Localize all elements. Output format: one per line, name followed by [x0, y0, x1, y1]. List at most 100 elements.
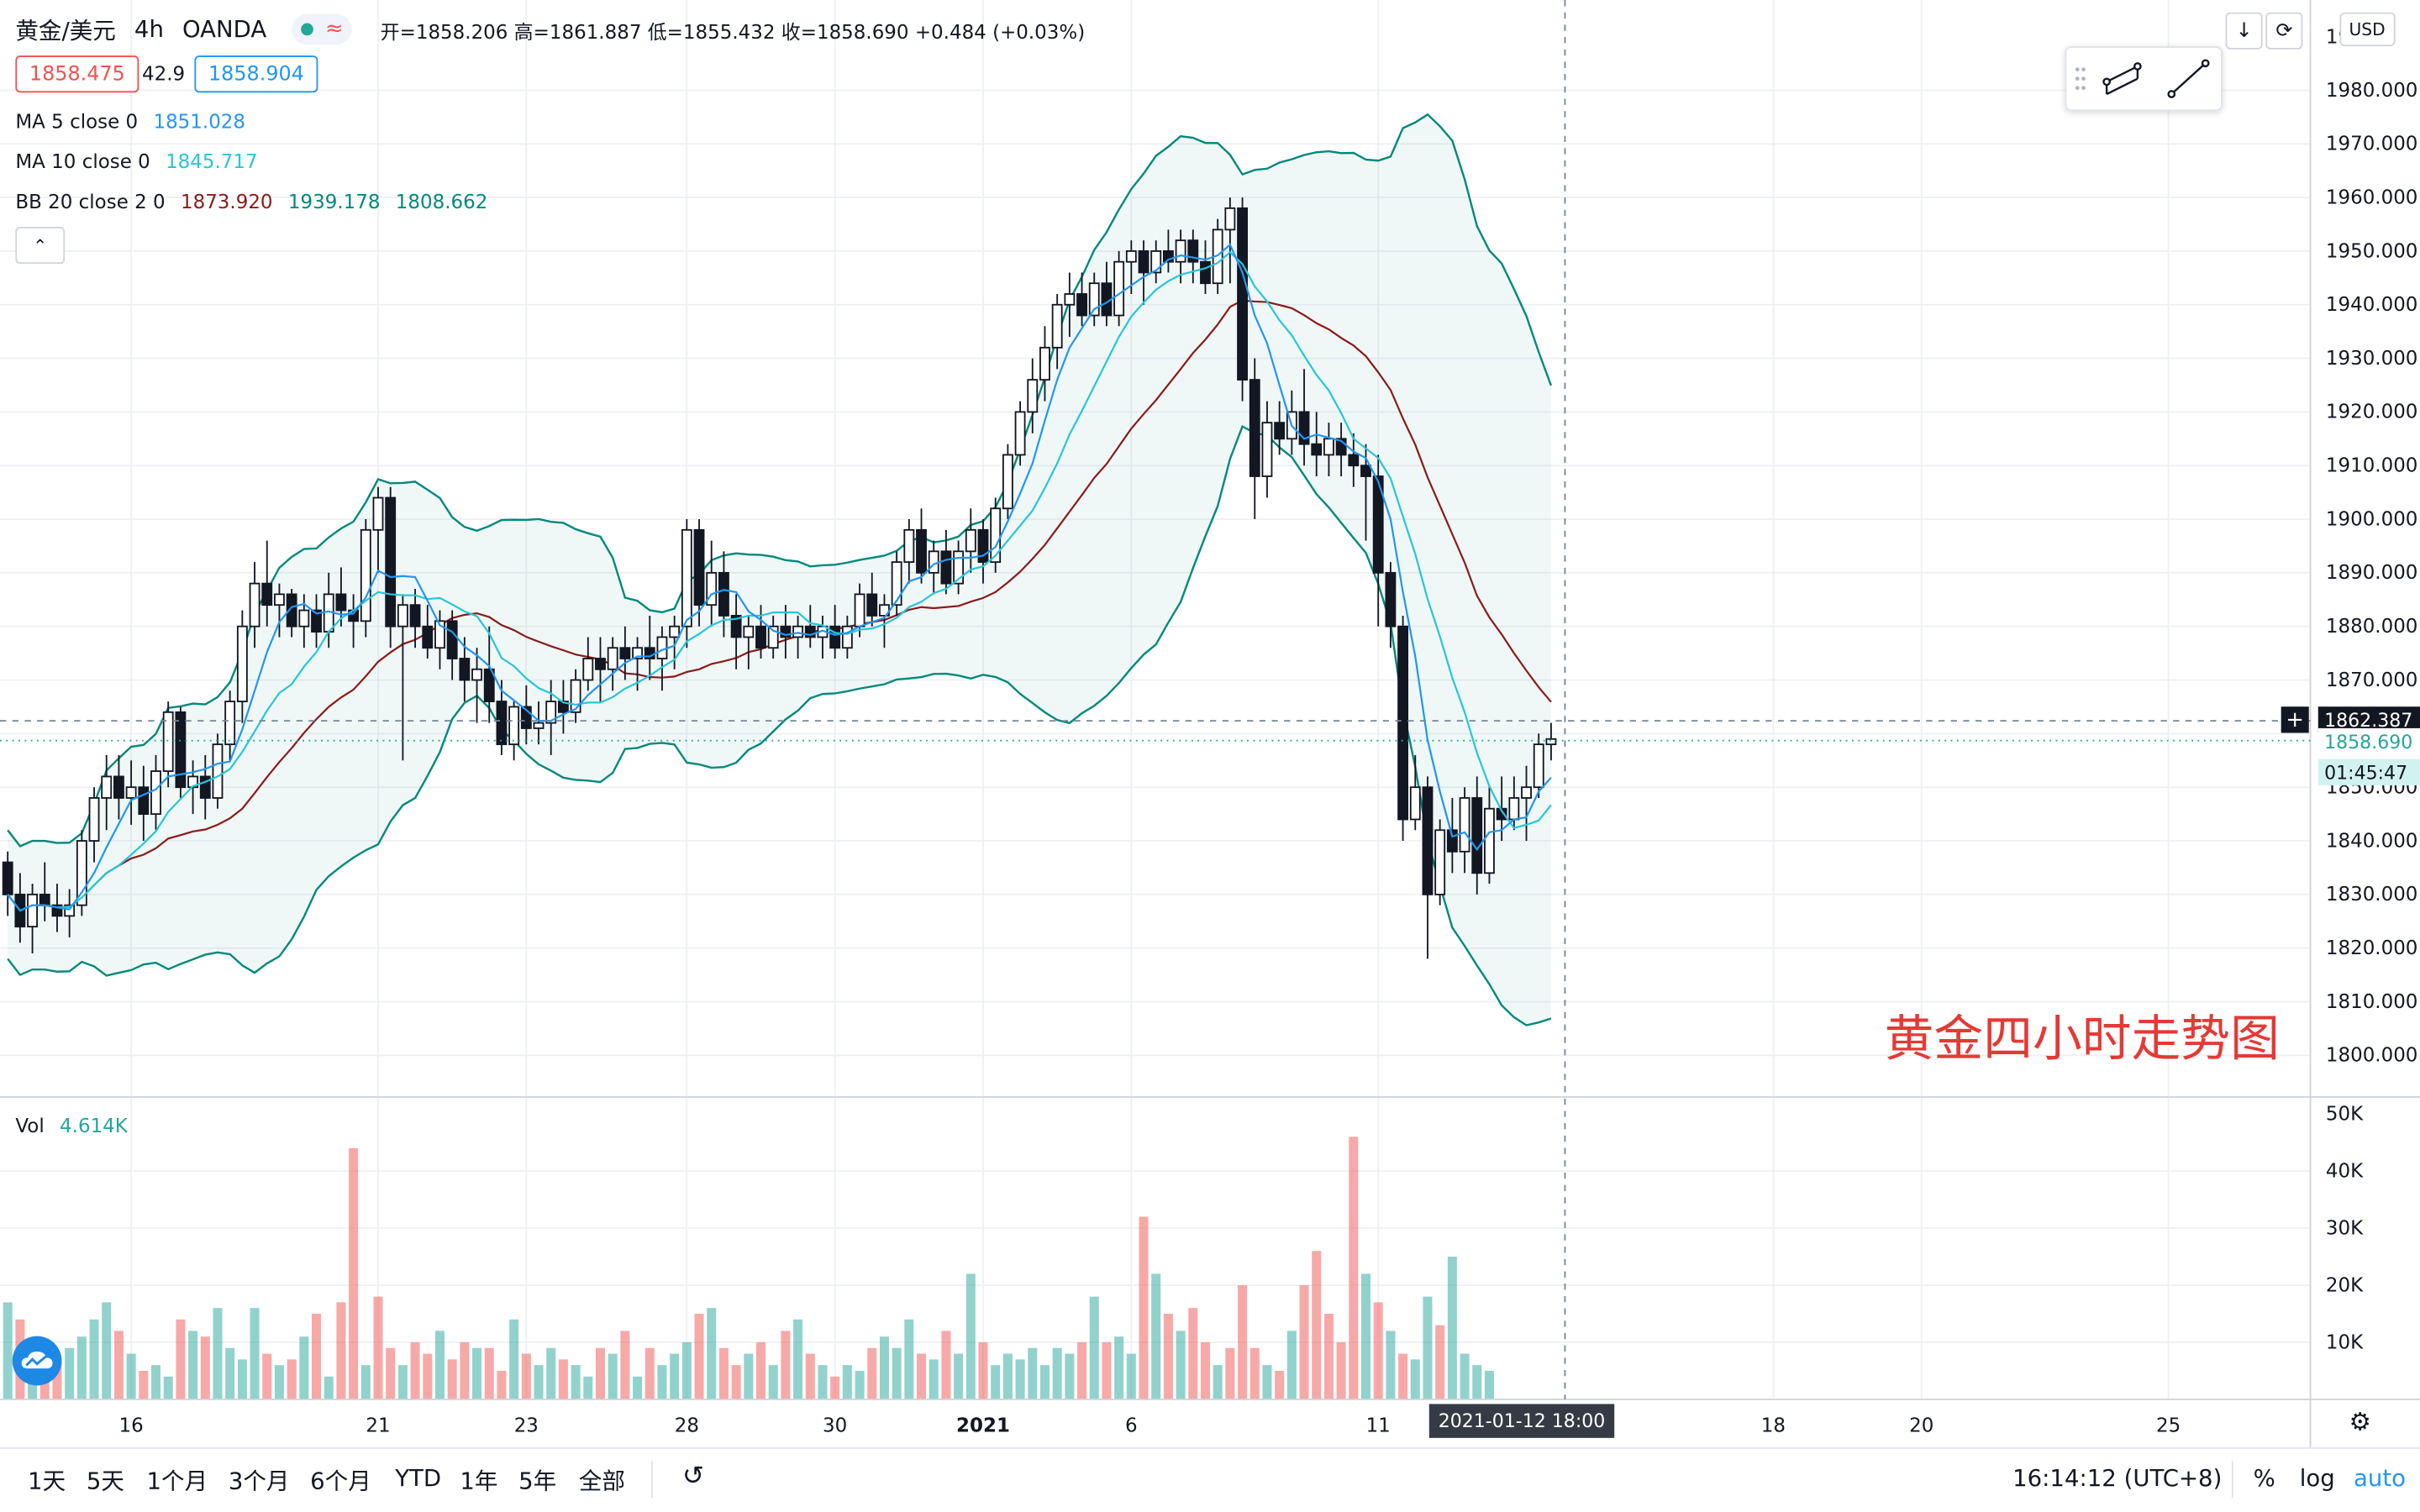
- candle-body: [1372, 475, 1384, 574]
- time-axis-label: 16: [119, 1415, 144, 1436]
- drag-handle-icon[interactable]: [2075, 67, 2086, 91]
- candle-body: [224, 701, 236, 746]
- volume-bar: [1077, 1341, 1087, 1399]
- price-axis-label: 1840.000: [2326, 830, 2417, 852]
- candle-body: [656, 636, 668, 659]
- symbol-name[interactable]: 黄金/美元: [15, 16, 116, 45]
- currency-label[interactable]: USD: [2339, 12, 2395, 47]
- candle-body: [249, 582, 260, 627]
- candle: [1434, 819, 1446, 906]
- timezone-clock[interactable]: 16:14:12 (UTC+8): [2012, 1464, 2223, 1493]
- candle: [1323, 423, 1334, 476]
- timeframe-1d[interactable]: 1天: [28, 1467, 66, 1495]
- candle-body: [1471, 797, 1483, 874]
- timeframe-5d[interactable]: 5天: [86, 1467, 124, 1495]
- volume-bar: [620, 1331, 630, 1399]
- candle-body: [88, 797, 100, 842]
- timeframe-6m[interactable]: 6个月: [310, 1467, 371, 1495]
- timeframe-all[interactable]: 全部: [578, 1467, 625, 1495]
- price-axis-label: 1900.000: [2326, 508, 2417, 530]
- bb-lower-line: [7, 425, 1552, 1026]
- timeframe-1m[interactable]: 1个月: [146, 1467, 208, 1495]
- volume-bar: [633, 1376, 643, 1399]
- candle: [1224, 197, 1236, 284]
- volume-bar: [237, 1359, 247, 1399]
- time-axis-label: 2021: [956, 1415, 1010, 1436]
- indicator-bb-lower-value: 1808.662: [395, 189, 488, 213]
- candle-body: [1496, 807, 1507, 821]
- sell-price-button[interactable]: 1858.475: [15, 55, 139, 93]
- volume-bar: [1188, 1308, 1198, 1399]
- timeframe-3m[interactable]: 3个月: [228, 1467, 290, 1495]
- candle: [1113, 250, 1125, 327]
- indicator-bb-legend[interactable]: BB 20 close 2 0 1873.920 1939.178 1808.6…: [15, 190, 487, 213]
- indicator-ma5-legend[interactable]: MA 5 close 0 1851.028: [15, 109, 245, 133]
- price-axis-label: 1920.000: [2326, 402, 2417, 423]
- candle: [595, 637, 606, 702]
- add-alert-plus-icon[interactable]: +: [2281, 706, 2309, 733]
- candle: [1471, 776, 1483, 895]
- candle: [409, 589, 421, 648]
- collapse-legend-button[interactable]: ⌃: [15, 226, 66, 265]
- candle-body: [1125, 250, 1137, 263]
- volume-bar: [423, 1353, 433, 1399]
- auto-scale-toggle[interactable]: auto: [2354, 1464, 2407, 1493]
- reset-chart-button[interactable]: ⟳: [2265, 12, 2303, 50]
- candle-body: [1545, 738, 1557, 746]
- indicator-ma10-legend[interactable]: MA 10 close 0 1845.717: [15, 150, 257, 173]
- candle-body: [1237, 207, 1248, 381]
- volume-bar: [349, 1147, 359, 1399]
- ohlc-values: 开=1858.206 高=1861.887 低=1855.432 收=1858.…: [380, 18, 1086, 43]
- ma5-line: [7, 243, 1552, 912]
- timeframe-5y[interactable]: 5年: [518, 1467, 557, 1495]
- settings-gear-icon[interactable]: ⚙: [2349, 1407, 2371, 1436]
- parallel-channel-tool-icon[interactable]: [2102, 62, 2142, 96]
- log-scale-toggle[interactable]: log: [2299, 1464, 2335, 1493]
- trend-line-tool-icon[interactable]: [2167, 59, 2210, 98]
- volume-bar: [731, 1365, 741, 1399]
- candle-body: [1261, 422, 1273, 477]
- candle: [940, 529, 952, 595]
- spread-value: 42.9: [141, 61, 186, 86]
- timeframe-1y[interactable]: 1年: [460, 1467, 498, 1495]
- time-axis-label: 20: [1909, 1415, 1933, 1436]
- volume-bar: [410, 1341, 420, 1399]
- buy-price-button[interactable]: 1858.904: [194, 55, 318, 93]
- volume-bar: [163, 1376, 173, 1399]
- price-axis-label: 1910.000: [2326, 455, 2417, 477]
- market-status-pill[interactable]: ≈: [291, 13, 353, 45]
- candle: [1409, 754, 1421, 831]
- volume-bar: [978, 1341, 988, 1399]
- volume-legend[interactable]: Vol 4.614K: [15, 1114, 127, 1137]
- volume-bar: [1102, 1341, 1112, 1399]
- candle-body: [520, 706, 532, 729]
- volume-bar: [768, 1365, 778, 1399]
- interval-label[interactable]: 4h: [134, 15, 164, 44]
- candle: [582, 637, 594, 691]
- volume-axis-label: 20K: [2326, 1274, 2364, 1296]
- indicator-bb-basis-value: 1873.920: [180, 189, 273, 213]
- chart-annotation-text[interactable]: 黄金四小时走势图: [1884, 1009, 2280, 1068]
- tradingview-logo[interactable]: [12, 1336, 62, 1386]
- indicator-ma5-name: MA 5 close 0: [15, 109, 139, 133]
- volume-bar: [1312, 1251, 1322, 1399]
- volume-bar: [954, 1353, 964, 1399]
- timeframe-ytd[interactable]: YTD: [395, 1464, 442, 1493]
- volume-bar: [1472, 1365, 1482, 1399]
- candle: [274, 583, 285, 638]
- candle-body: [1064, 293, 1076, 306]
- candle: [990, 497, 1002, 573]
- scroll-down-button[interactable]: ↓: [2225, 12, 2263, 50]
- candle: [397, 594, 408, 761]
- percent-scale-toggle[interactable]: %: [2253, 1464, 2275, 1493]
- candle-body: [76, 840, 87, 906]
- candle: [903, 519, 915, 584]
- date-range-calendar-icon[interactable]: ↺: [681, 1461, 705, 1493]
- candle: [607, 637, 618, 691]
- candle: [311, 594, 322, 648]
- candle: [1064, 272, 1076, 338]
- volume-bar: [546, 1347, 556, 1399]
- candle-body: [1409, 786, 1421, 821]
- volume-bar: [274, 1365, 284, 1399]
